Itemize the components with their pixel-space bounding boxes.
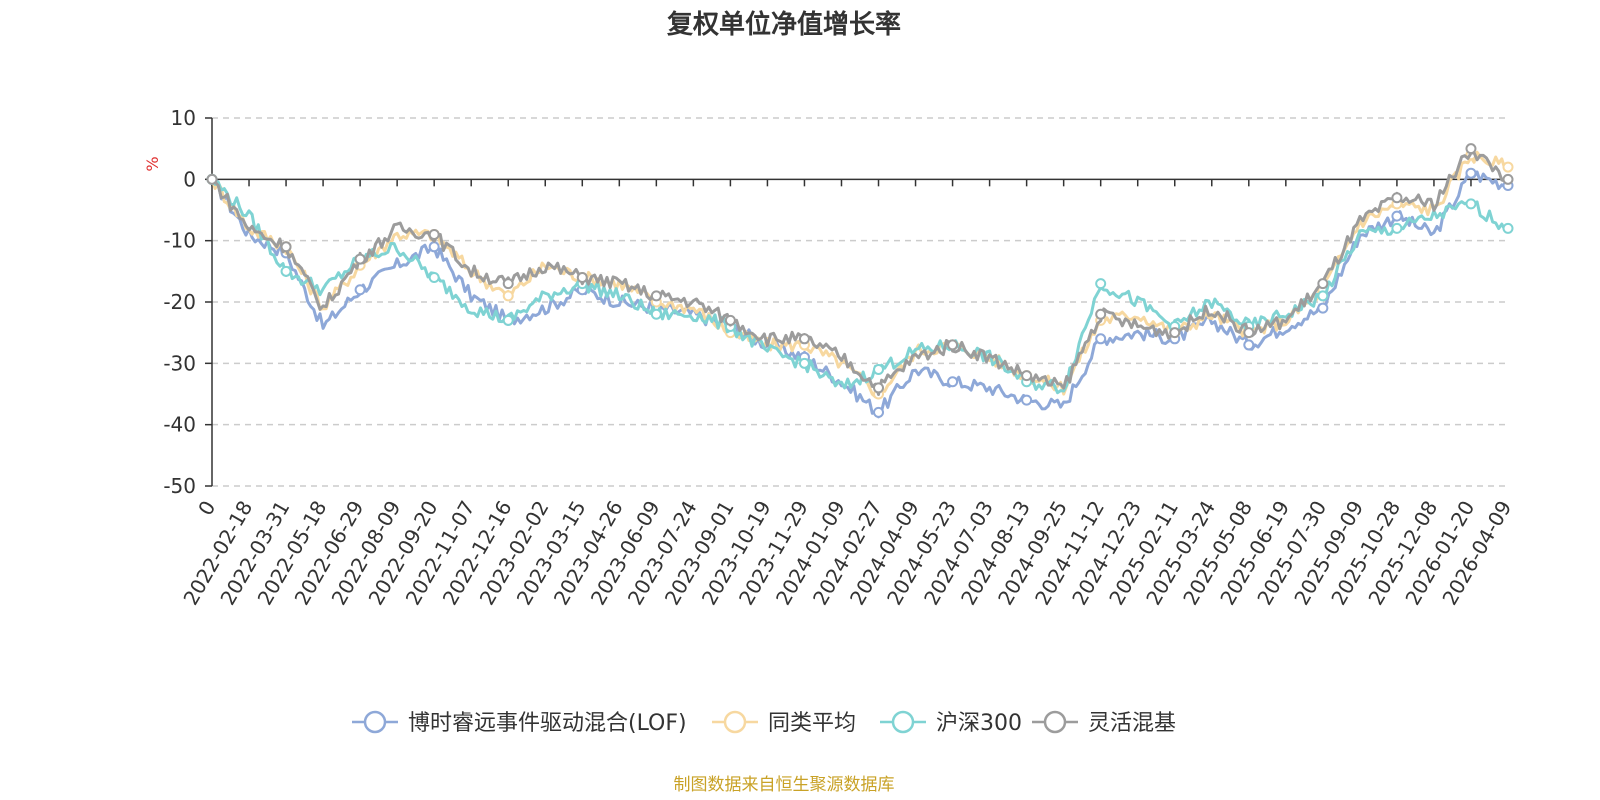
data-point xyxy=(428,241,440,253)
x-tick-label: 0 xyxy=(193,497,220,520)
data-point xyxy=(1465,198,1477,210)
data-point xyxy=(1391,192,1403,204)
data-point xyxy=(1317,278,1329,290)
series-line xyxy=(211,170,1509,419)
legend-item[interactable]: 博时睿远事件驱动混合(LOF) xyxy=(352,710,687,736)
series-line xyxy=(210,178,1509,395)
series-line xyxy=(210,151,1509,396)
data-point xyxy=(1243,327,1255,339)
data-point xyxy=(724,314,736,326)
data-point xyxy=(280,265,292,277)
legend-label: 灵活混基 xyxy=(1088,711,1176,736)
data-point xyxy=(576,271,588,283)
data-point xyxy=(1502,173,1514,185)
data-point xyxy=(280,241,292,253)
y-tick-label: -10 xyxy=(163,229,196,253)
data-point xyxy=(1243,339,1255,351)
data-point xyxy=(1021,394,1033,406)
chart-title: 复权单位净值增长率 xyxy=(667,9,901,40)
data-point xyxy=(428,271,440,283)
y-tick-label: -50 xyxy=(163,474,196,498)
data-point xyxy=(873,406,885,418)
series-1 xyxy=(206,149,1514,400)
legend[interactable]: 博时睿远事件驱动混合(LOF) 同类平均 沪深300 灵活混基 xyxy=(352,710,1176,736)
data-point xyxy=(873,382,885,394)
data-point xyxy=(354,253,366,265)
source-note: 制图数据来自恒生聚源数据库 xyxy=(674,775,895,795)
data-point xyxy=(650,308,662,320)
data-point xyxy=(206,173,218,185)
series-lines xyxy=(206,143,1514,419)
legend-item[interactable]: 沪深300 xyxy=(880,710,1022,736)
series-3 xyxy=(206,143,1514,396)
data-point xyxy=(1502,161,1514,173)
data-point xyxy=(1317,302,1329,314)
data-point xyxy=(502,278,514,290)
legend-marker-icon xyxy=(723,710,747,734)
data-point xyxy=(1391,210,1403,222)
y-axis-ticks: 10 0 -10 -20 -30 -40 -50 xyxy=(163,106,212,498)
legend-label: 同类平均 xyxy=(768,711,856,736)
data-point xyxy=(1502,222,1514,234)
legend-label: 沪深300 xyxy=(936,711,1022,736)
legend-label: 博时睿远事件驱动混合(LOF) xyxy=(408,711,687,736)
data-point xyxy=(1095,308,1107,320)
data-point xyxy=(502,314,514,326)
y-axis-unit-label: % xyxy=(143,156,162,171)
data-point xyxy=(798,333,810,345)
data-point xyxy=(1095,278,1107,290)
series-line xyxy=(210,150,1509,399)
data-point xyxy=(873,363,885,375)
data-point xyxy=(354,284,366,296)
data-point xyxy=(947,376,959,388)
data-point xyxy=(1021,370,1033,382)
data-point xyxy=(650,290,662,302)
legend-item[interactable]: 同类平均 xyxy=(712,710,856,736)
legend-marker-icon xyxy=(891,710,915,734)
data-point xyxy=(428,229,440,241)
data-point xyxy=(1391,222,1403,234)
data-point xyxy=(1465,167,1477,179)
legend-marker-icon xyxy=(1043,710,1067,734)
series-2 xyxy=(206,173,1514,395)
data-point xyxy=(1465,143,1477,155)
y-tick-label: 10 xyxy=(171,106,196,130)
data-point xyxy=(502,290,514,302)
legend-item[interactable]: 灵活混基 xyxy=(1032,710,1176,736)
data-point xyxy=(1095,333,1107,345)
y-tick-label: -30 xyxy=(163,351,196,375)
data-point xyxy=(1317,290,1329,302)
y-tick-label: -20 xyxy=(163,290,196,314)
data-point xyxy=(947,339,959,351)
y-tick-label: 0 xyxy=(183,167,196,191)
data-point xyxy=(1169,327,1181,339)
data-point xyxy=(798,357,810,369)
y-tick-label: -40 xyxy=(163,413,196,437)
legend-marker-icon xyxy=(363,710,387,734)
grid-lines xyxy=(212,117,1508,487)
